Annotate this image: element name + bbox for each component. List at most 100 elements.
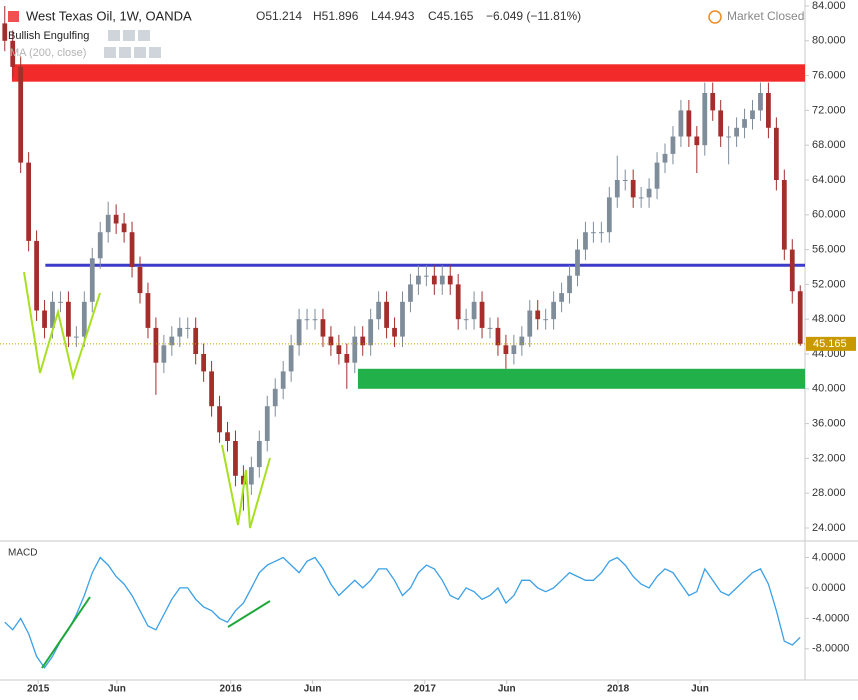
x-tick-label: 2017 [414, 684, 437, 695]
y-tick-label: 0.0000 [812, 582, 846, 594]
indicator-button[interactable] [149, 47, 161, 58]
candle-body [662, 153, 668, 163]
candle-body [18, 66, 24, 163]
y-tick-label: 56.000 [812, 244, 846, 256]
candle-body [575, 249, 580, 276]
candle-body [551, 301, 557, 320]
y-tick-label: 64.000 [812, 174, 846, 186]
candle-body [694, 136, 700, 146]
candle-body [789, 249, 795, 292]
close-label: C45.165 [428, 9, 474, 23]
candle-body [742, 119, 747, 128]
candle-body [654, 162, 660, 189]
candle-body [58, 301, 63, 303]
candle-body [312, 319, 318, 321]
indicator-label[interactable]: MA (200, close) [10, 47, 86, 59]
candle-body [26, 162, 32, 241]
indicator-button[interactable] [123, 30, 135, 41]
pattern-drawing [23, 271, 101, 381]
candle-body [535, 310, 541, 320]
x-tick-label: 2018 [607, 684, 630, 695]
y-tick-label: 4.0000 [812, 551, 846, 563]
candle-body [384, 301, 389, 328]
candle-body [50, 301, 55, 328]
pane-title: MACD [8, 548, 37, 559]
candle-body [320, 319, 326, 337]
candle-body [598, 232, 604, 234]
candle-body [81, 301, 87, 337]
candle-body [567, 275, 572, 294]
candle-body [408, 284, 413, 302]
y-tick-label: -8.0000 [812, 643, 849, 655]
candle-body [781, 180, 787, 250]
candle-body [726, 136, 732, 138]
candle-body [225, 432, 230, 441]
candle-body [264, 406, 270, 441]
symbol-title[interactable]: West Texas Oil, 1W, OANDA [26, 8, 192, 23]
y-tick-label: 60.000 [812, 209, 846, 221]
symbol-icon[interactable] [8, 11, 19, 22]
candle-body [296, 319, 302, 346]
candle-body [400, 301, 405, 337]
candle-body [161, 345, 167, 363]
candle-body [670, 136, 676, 154]
candle-body [360, 336, 366, 346]
indicator-button[interactable] [138, 30, 150, 41]
y-tick-label: 36.000 [812, 418, 846, 430]
candle-body [447, 275, 453, 285]
zone [357, 368, 805, 389]
indicator-button[interactable] [104, 47, 116, 58]
candle-body [583, 232, 588, 250]
candle-body [773, 127, 779, 180]
y-tick-label: 68.000 [812, 139, 846, 151]
candle-body [145, 293, 151, 328]
candle-body [646, 188, 652, 198]
y-tick-label: 52.000 [812, 278, 846, 290]
y-tick-label: 44.000 [812, 348, 846, 360]
candle-body [591, 232, 596, 234]
candle-body [511, 345, 517, 354]
candle-body [614, 180, 620, 198]
candle-body [766, 93, 771, 128]
candle-body [256, 441, 262, 468]
x-tick-label: Jun [498, 684, 516, 695]
candle-body [734, 127, 739, 137]
high-label: H51.896 [313, 9, 359, 23]
y-tick-label: 72.000 [812, 104, 846, 116]
candle-body [185, 327, 191, 329]
candle-body [34, 240, 39, 311]
candle-body [137, 267, 143, 294]
x-tick-label: 2016 [220, 684, 243, 695]
indicator-button[interactable] [134, 47, 146, 58]
y-tick-label: 84.000 [812, 0, 846, 12]
y-tick-label: 80.000 [812, 35, 846, 47]
market-status: Market Closed [727, 9, 804, 23]
candle-body [66, 301, 71, 337]
trend-line [227, 600, 271, 628]
last-price-label: 45.165 [813, 338, 847, 350]
candle-body [431, 275, 437, 285]
candle-body [280, 371, 286, 389]
x-tick-label: Jun [108, 684, 126, 695]
change-label: −6.049 (−11.81%) [486, 9, 581, 23]
candle-body [622, 180, 628, 181]
indicator-button[interactable] [119, 47, 131, 58]
y-tick-label: 28.000 [812, 487, 846, 499]
y-tick-label: -4.0000 [812, 612, 849, 624]
candle-body [487, 327, 493, 329]
indicator-label[interactable]: Bullish Engulfing [8, 30, 89, 42]
candle-body [423, 275, 429, 277]
y-tick-label: 76.000 [812, 70, 846, 82]
candle-body [416, 275, 421, 285]
x-tick-label: Jun [691, 684, 709, 695]
candle-body [42, 310, 47, 328]
candle-body [376, 301, 382, 320]
x-tick-label: 2015 [27, 684, 50, 695]
candle-body [336, 345, 342, 354]
candle-body [750, 110, 755, 120]
candle-body [2, 23, 8, 41]
candle-body [129, 232, 135, 267]
indicator-button[interactable] [108, 30, 120, 41]
candle-body [344, 354, 350, 363]
